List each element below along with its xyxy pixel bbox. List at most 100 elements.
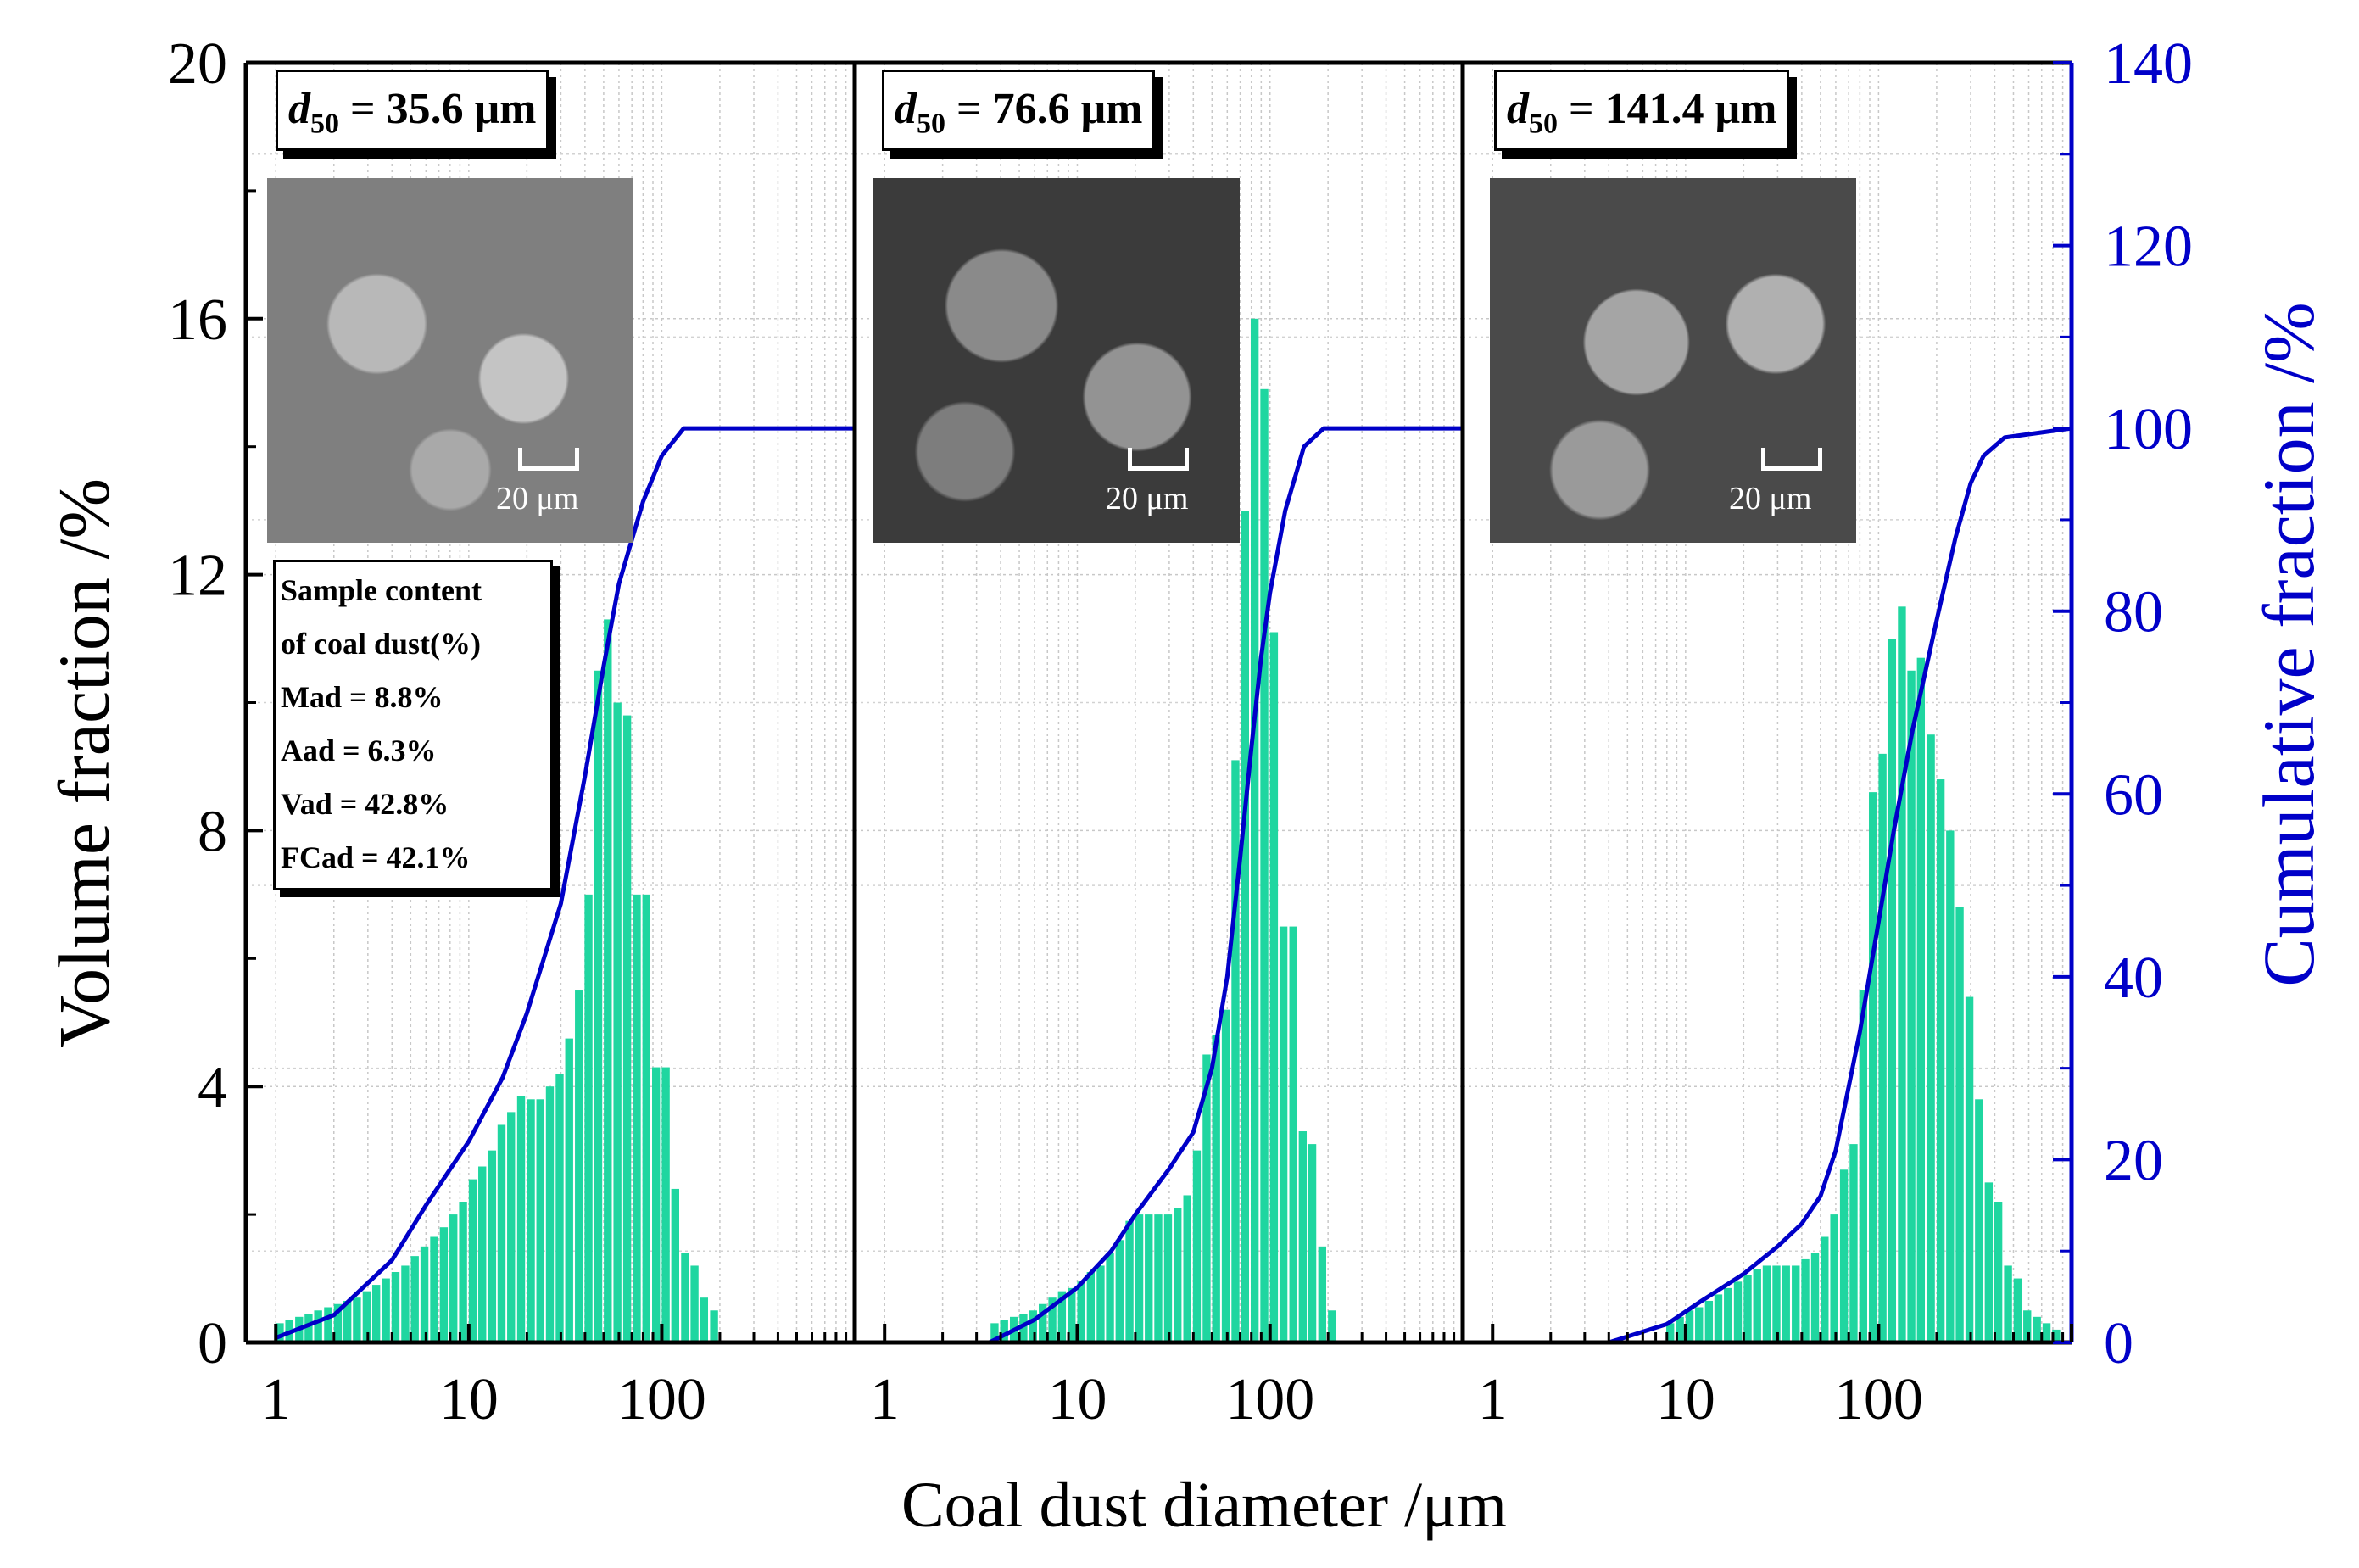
info-line-mad: Mad = 8.8% [281, 680, 443, 714]
bar [2004, 1265, 2012, 1342]
bar [1250, 318, 1259, 1342]
bar [497, 1124, 506, 1342]
bar [1839, 1169, 1849, 1342]
bar [1859, 990, 1867, 1342]
bar [1096, 1265, 1105, 1342]
x-tick-label: 100 [1225, 1367, 1314, 1432]
bar [1115, 1240, 1124, 1342]
cumulative-line-panel-1 [275, 426, 855, 1340]
y-right-tick-label: 140 [2104, 31, 2193, 97]
x-tick-label: 100 [1834, 1367, 1923, 1432]
bar [1916, 657, 1926, 1342]
scale-label-panel-1: 20 μm [496, 481, 579, 516]
bar [1057, 1291, 1067, 1342]
bar [1762, 1265, 1771, 1342]
bar [1695, 1307, 1704, 1342]
bar [1936, 779, 1945, 1342]
y-axis-label-left: Volume fraction /% [43, 478, 125, 1048]
y-right-tick-label: 40 [2104, 946, 2163, 1011]
y-left-tick-label: 20 [168, 31, 227, 97]
x-tick-label: 10 [439, 1367, 499, 1432]
bar [642, 894, 650, 1342]
x-tick-label: 10 [1047, 1367, 1107, 1432]
bar [333, 1303, 343, 1342]
cumulative-line-panel-2 [988, 426, 1463, 1345]
bar [1183, 1195, 1191, 1342]
bar [594, 670, 603, 1342]
scale-label-panel-3: 20 μm [1729, 481, 1812, 516]
bar [1869, 792, 1877, 1342]
bar [575, 990, 583, 1342]
bar [1048, 1297, 1057, 1342]
bar [1163, 1214, 1173, 1342]
bar [1145, 1214, 1153, 1342]
bar [1328, 1310, 1336, 1342]
bar [2052, 1329, 2061, 1342]
x-tick-label: 1 [1478, 1367, 1508, 1432]
bar [1994, 1202, 2003, 1342]
bar [304, 1314, 313, 1342]
bar [1135, 1214, 1144, 1342]
bar [1792, 1265, 1800, 1342]
info-line-2: of coal dust(%) [281, 627, 481, 661]
d50-label-panel-3: d50 = 141.4 μm [1494, 70, 1790, 151]
d50-value-panel-1: = 35.6 μm [350, 85, 537, 133]
bar [1000, 1320, 1008, 1342]
bar [1704, 1300, 1714, 1342]
axes: 0 4 8 12 16 20 0 20 40 60 80 100 120 140 1 10 100 1 10 100 1… [168, 31, 2193, 1432]
d50-value-panel-2: = 76.6 μm [956, 85, 1143, 133]
bar [613, 702, 622, 1342]
bar [1685, 1310, 1694, 1342]
bar [276, 1323, 284, 1342]
bar [1801, 1258, 1810, 1342]
bar [1154, 1214, 1163, 1342]
bar [1019, 1314, 1028, 1342]
y-left-tick-label: 0 [198, 1311, 227, 1376]
bar [478, 1166, 487, 1342]
bar [1724, 1287, 1732, 1342]
bar [1676, 1316, 1684, 1342]
bar [1202, 1054, 1211, 1342]
bar [1772, 1265, 1781, 1342]
bar [1077, 1281, 1085, 1342]
bar [2023, 1310, 2032, 1342]
sem-image-panel-3: 20 μm [1490, 178, 1856, 543]
cumulative-lines [275, 426, 2072, 1345]
bar [1849, 1144, 1858, 1342]
bar [1975, 1099, 1983, 1342]
bar [1318, 1246, 1327, 1342]
bar [1878, 753, 1887, 1342]
bar [1308, 1144, 1317, 1342]
bar [1260, 388, 1269, 1342]
composition-info-box: Sample content of coal dust(%) Mad = 8.8… [273, 560, 553, 890]
bar [690, 1265, 699, 1342]
bar [507, 1112, 516, 1342]
bar [671, 1188, 679, 1342]
scale-bar-panel-2 [1128, 448, 1189, 471]
bar [410, 1256, 419, 1342]
sem-image-panel-2: 20 μm [873, 178, 1240, 543]
bar [700, 1297, 709, 1342]
bar [652, 1067, 661, 1342]
y-right-tick-label: 0 [2104, 1311, 2133, 1376]
scale-label-panel-2: 20 μm [1106, 481, 1189, 516]
bar [314, 1310, 322, 1342]
d50-label-panel-2: d50 = 76.6 μm [882, 70, 1156, 151]
bar [1830, 1214, 1838, 1342]
bar [1212, 1035, 1220, 1342]
bar [2013, 1278, 2022, 1342]
bar [1782, 1265, 1790, 1342]
bar [516, 1096, 526, 1342]
info-line-fcad: FCad = 42.1% [281, 840, 471, 874]
y-right-tick-label: 100 [2104, 397, 2193, 462]
y-left-tick-label: 4 [198, 1055, 227, 1120]
y-left-tick-label: 12 [168, 544, 227, 609]
bar [1984, 1182, 1994, 1342]
y-right-tick-label: 60 [2104, 762, 2163, 828]
info-line-1: Sample content [281, 573, 482, 607]
bar [536, 1099, 544, 1342]
d50-value-panel-3: = 141.4 μm [1569, 85, 1777, 133]
y-right-tick-label: 80 [2104, 580, 2163, 645]
bar [468, 1179, 477, 1342]
